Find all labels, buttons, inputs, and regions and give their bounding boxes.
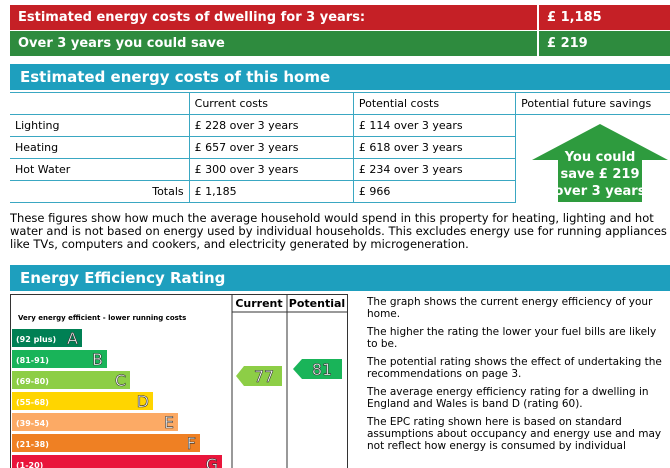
band-letter: B	[92, 350, 103, 369]
column-header: Potential future savings	[515, 92, 670, 115]
current-arrow	[236, 366, 282, 386]
section-header: Energy Efficiency Rating	[10, 265, 670, 291]
row-label: Heating	[10, 136, 190, 159]
arrow-shape	[532, 124, 668, 202]
band-letter: D	[137, 392, 149, 411]
section-header: Estimated energy costs of this home	[10, 64, 670, 90]
cost-banner: Estimated energy costs of dwelling for 3…	[10, 5, 537, 30]
paragraph: These figures show how much the average …	[10, 212, 667, 251]
arrow-text: You could	[564, 150, 636, 165]
band-range: (39-54)	[16, 419, 49, 428]
band	[12, 392, 153, 410]
band-range: (1-20)	[16, 461, 43, 468]
cell: £ 114 over 3 years	[352, 114, 517, 137]
band	[12, 350, 107, 368]
scale-note: Very energy efficient - lower running co…	[18, 314, 186, 322]
band-letter: F	[187, 434, 196, 453]
band-letter: G	[206, 455, 218, 468]
save-value: £ 219	[537, 31, 670, 56]
cost-value: £ 1,185	[537, 5, 670, 30]
cell: £ 234 over 3 years	[352, 158, 517, 181]
band-range: (21-38)	[16, 440, 49, 449]
cell: £ 300 over 3 years	[188, 158, 354, 181]
totals-label: Totals	[10, 180, 190, 203]
cell: £ 657 over 3 years	[188, 136, 354, 159]
cell: £ 966	[352, 180, 517, 203]
rating-notes: The graph shows the current energy effic…	[367, 296, 670, 468]
band	[12, 434, 200, 452]
potential-arrow	[293, 359, 342, 379]
current-rating: 77	[254, 367, 274, 386]
costs-table: Current costs Potential costs Potential fu…	[10, 92, 670, 203]
band-range: (92 plus)	[16, 335, 56, 344]
band	[12, 455, 222, 468]
potential-rating: 81	[312, 360, 332, 379]
band-letter: E	[164, 413, 174, 432]
rating-note: The EPC rating shown here is based on st…	[367, 416, 662, 452]
row-label: Hot Water	[10, 158, 190, 181]
cell: £ 618 over 3 years	[352, 136, 517, 159]
save-banner: Over 3 years you could save	[10, 31, 537, 56]
band-range: (81-91)	[16, 356, 49, 365]
column-header: Current costs	[188, 92, 354, 115]
row-label: Lighting	[10, 114, 190, 137]
arrow-text: over 3 years	[555, 184, 646, 199]
rating-note: The potential rating shows the effect of…	[367, 356, 662, 380]
rating-note: The graph shows the current energy effic…	[367, 296, 653, 320]
savings-arrow: You could save £ 219 over 3 years	[532, 124, 668, 202]
rating-graph: Current Potential Very energy efficient …	[10, 294, 348, 468]
band	[12, 371, 130, 389]
column-header: Potential costs	[352, 92, 517, 115]
cell: £ 228 over 3 years	[188, 114, 354, 137]
column-header: Potential	[289, 297, 345, 310]
band-range: (55-68)	[16, 398, 49, 407]
arrow-text: save £ 219	[560, 167, 639, 182]
rating-note: The higher the rating the lower your fue…	[367, 326, 657, 350]
cell: £ 1,185	[188, 180, 354, 203]
band-range: (69-80)	[16, 377, 49, 386]
band	[12, 413, 178, 431]
band	[12, 329, 82, 347]
band-letter: A	[67, 329, 78, 348]
column-header: Current	[235, 297, 282, 310]
rating-note: The average energy efficiency rating for…	[367, 386, 649, 410]
graph-frame	[10, 294, 348, 468]
band-letter: C	[115, 371, 126, 390]
